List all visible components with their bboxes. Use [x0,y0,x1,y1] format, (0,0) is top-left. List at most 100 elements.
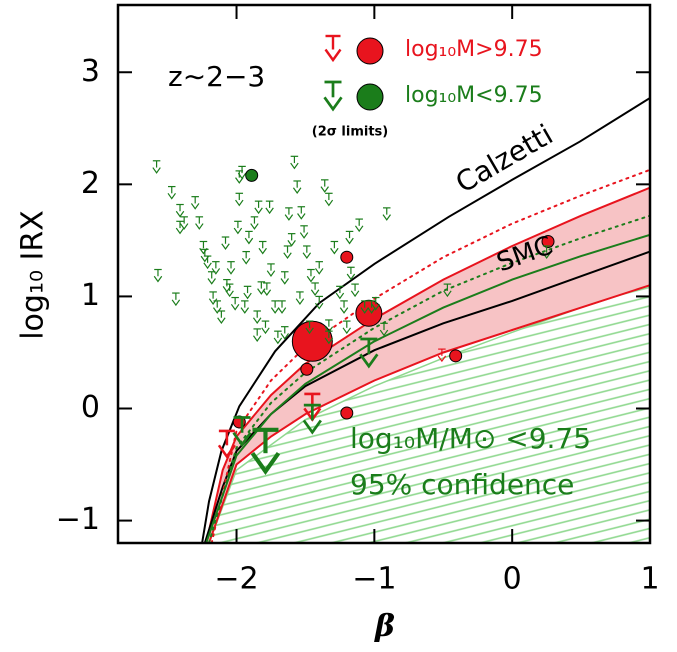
limit-head [292,187,302,195]
limit-head [252,317,262,325]
limit-head [284,214,294,221]
y-tick-label: −1 [56,502,100,537]
limit-head [222,286,232,293]
upper-limit [217,310,226,325]
upper-limit [235,170,244,184]
limit-head [241,257,251,265]
limit-head [203,262,212,270]
y-axis-label: log₁₀ IRX [16,210,51,340]
upper-limit [207,271,216,285]
upper-limit [306,268,316,283]
model-curve [210,168,650,543]
curve-label: Calzetti [450,118,558,200]
limit-head [371,303,380,311]
limit-head [175,210,185,218]
limit-head [324,337,334,345]
upper-limit [284,207,294,221]
upper-limit [265,200,274,215]
limit-head [250,223,259,230]
limit-head [379,329,389,337]
limit-head [342,327,352,335]
x-tick-label: −2 [214,562,258,597]
upper-limit [208,291,218,305]
band-edge [208,284,650,543]
limit-head [443,290,452,298]
upper-limit [297,206,306,220]
limit-head [295,298,305,305]
limit-head [290,162,299,170]
upper-limit [221,236,230,251]
upper-limit [314,261,324,275]
redshift-annotation: z∼2−3 [168,60,265,93]
upper-limit [292,180,302,195]
data-point [340,250,354,264]
upper-limit [324,330,334,345]
limit-head [330,247,339,255]
limit-head [324,48,342,63]
upper-limit [252,328,262,342]
confidence-band [206,187,650,543]
upper-limit [243,285,252,300]
data-point [300,362,314,376]
upper-limit [195,216,204,230]
upper-limit [302,245,312,260]
upper-limit [437,348,447,363]
limit-head [240,307,250,314]
upper-limit [211,261,221,275]
limit-head [273,337,283,345]
upper-limit [443,283,452,298]
upper-limit [280,271,290,285]
limit-head [367,307,376,314]
upper-limit [273,330,283,345]
limit-head [243,292,252,300]
limit-head [305,327,314,335]
limit-head [277,307,287,314]
limit-head [261,327,270,335]
upper-limit [261,320,270,335]
limit-head [542,252,551,260]
limit-head [217,317,226,325]
upper-limit [179,216,189,230]
limit-head [257,288,266,295]
limit-head [167,192,176,200]
upper-limit [250,216,259,230]
limit-head [199,247,208,255]
limit-head [310,289,320,296]
upper-limit [346,266,356,281]
upper-limit [339,300,349,314]
limit-head [266,270,276,277]
limit-head [244,237,254,245]
upper-limit [302,403,322,435]
upper-limit [190,196,200,210]
limit-head [280,278,290,285]
upper-limit [350,283,360,298]
legend-arrow [324,34,342,63]
upper-limit [280,326,290,340]
limit-head [350,290,360,298]
limit-head [230,303,240,311]
y-tick-label: 0 [81,390,100,425]
upper-limit [252,310,262,325]
limit-head [254,207,263,215]
upper-limit [277,300,287,314]
limit-head [225,290,234,298]
limit-head [265,207,274,215]
upper-limit [345,230,354,245]
upper-limit [371,296,380,311]
upper-limit [203,255,212,270]
limit-head [235,177,244,184]
x-tick-label: 0 [503,562,522,597]
upper-limit [382,207,391,221]
limit-head [382,214,391,221]
legend-arrow [323,80,343,112]
upper-limit [199,240,208,255]
upper-limit [244,230,254,245]
upper-limit [320,179,329,193]
upper-limit [175,220,185,235]
upper-limit [314,295,324,310]
upper-limit [233,220,243,235]
upper-limit [217,429,236,459]
hatch-region [208,285,650,543]
limit-head [302,252,312,260]
limit-head [152,167,161,174]
